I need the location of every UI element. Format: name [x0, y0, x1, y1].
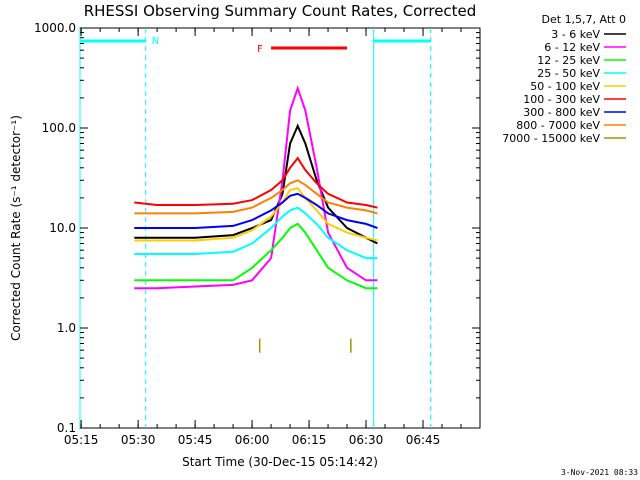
y-axis-title: Corrected Count Rate (s⁻¹ detector⁻¹): [9, 115, 23, 341]
series-line-5: [134, 156, 378, 209]
series-line-1: [134, 85, 378, 290]
axis-ticks: [80, 27, 480, 429]
night-indicators: N: [79, 28, 432, 428]
x-tick-label: 06:00: [235, 433, 270, 447]
x-tick-labels: 05:15 05:30 05:45 06:00 06:15 06:30 06:45: [64, 433, 440, 447]
x-tick-label: 05:15: [64, 433, 99, 447]
legend-label: 300 - 800 keV: [523, 106, 600, 119]
x-tick-label: 05:30: [121, 433, 156, 447]
series-line-7: [134, 179, 378, 215]
y-tick-label: 0.1: [57, 421, 76, 435]
legend-label: 50 - 100 keV: [530, 80, 600, 93]
x-tick-label: 06:30: [349, 433, 384, 447]
chart-title: RHESSI Observing Summary Count Rates, Co…: [84, 2, 477, 20]
night-label: N: [152, 36, 159, 47]
flare-indicators: F: [257, 44, 348, 55]
legend-label: 6 - 12 keV: [544, 41, 600, 54]
legend-label: 100 - 300 keV: [523, 93, 600, 106]
x-tick-label: 05:45: [178, 433, 213, 447]
x-tick-label: 06:15: [292, 433, 327, 447]
flare-label: F: [257, 44, 263, 55]
series-line-6: [134, 192, 378, 229]
series-line-0: [134, 123, 378, 245]
y-tick-label: 1.0: [57, 321, 76, 335]
footer-timestamp: 3-Nov-2021 08:33: [561, 468, 638, 477]
y-tick-label: 10.0: [49, 221, 76, 235]
series-line-4: [134, 187, 378, 242]
y-tick-labels: 0.1 1.0 10.0 100.0 1000.0: [34, 21, 76, 435]
y-tick-label: 100.0: [42, 121, 76, 135]
legend-label: 25 - 50 keV: [537, 67, 600, 80]
series-line-2: [134, 222, 378, 290]
legend-label: 7000 - 15000 keV: [502, 132, 600, 145]
y-tick-label: 1000.0: [34, 21, 76, 35]
x-tick-label: 06:45: [406, 433, 441, 447]
data-series: [134, 85, 378, 353]
legend-label: 12 - 25 keV: [537, 54, 600, 67]
legend-label: 800 - 7000 keV: [516, 119, 600, 132]
legend-label: 3 - 6 keV: [551, 28, 600, 41]
series-line-3: [134, 206, 378, 260]
plot-area: N F: [79, 27, 481, 429]
x-axis-title: Start Time (30-Dec-15 05:14:42): [182, 455, 378, 469]
legend-header: Det 1,5,7, Att 0: [542, 13, 626, 26]
